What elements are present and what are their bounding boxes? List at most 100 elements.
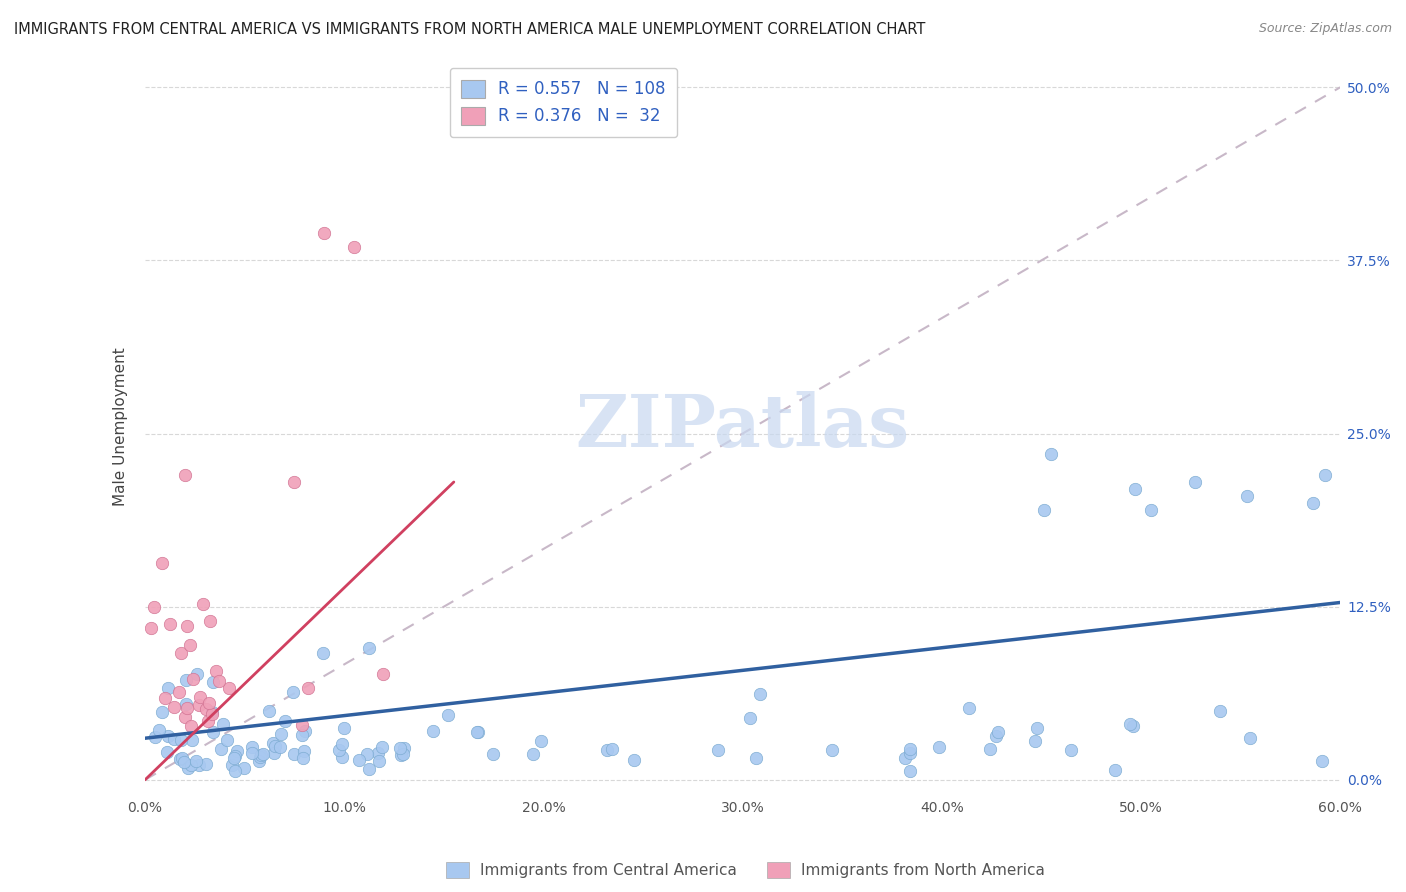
Point bbox=[281, 684, 304, 698]
Point bbox=[153, 690, 176, 705]
Point bbox=[198, 696, 221, 710]
Point bbox=[224, 764, 246, 779]
Point bbox=[269, 739, 291, 754]
Point bbox=[986, 729, 1008, 743]
Point bbox=[437, 708, 460, 723]
Point bbox=[150, 705, 173, 719]
Point bbox=[595, 743, 617, 757]
Point bbox=[247, 754, 270, 768]
Point bbox=[1239, 731, 1261, 746]
Point bbox=[176, 619, 198, 633]
Legend: Immigrants from Central America, Immigrants from North America: Immigrants from Central America, Immigra… bbox=[440, 856, 1050, 884]
Point bbox=[188, 758, 211, 772]
Point bbox=[297, 681, 319, 695]
Point bbox=[394, 740, 416, 755]
Point bbox=[250, 747, 273, 762]
Point bbox=[264, 739, 287, 753]
Point bbox=[215, 732, 238, 747]
Point bbox=[522, 747, 544, 762]
Point bbox=[188, 690, 211, 704]
Point bbox=[1060, 743, 1083, 757]
Point bbox=[221, 757, 243, 772]
Point bbox=[1315, 468, 1337, 483]
Point bbox=[201, 675, 224, 690]
Point bbox=[294, 723, 316, 738]
Point bbox=[283, 475, 305, 489]
Point bbox=[201, 706, 224, 721]
Point bbox=[467, 725, 489, 739]
Point bbox=[156, 729, 179, 743]
Point bbox=[208, 674, 231, 689]
Point bbox=[259, 704, 281, 718]
Point bbox=[270, 727, 292, 741]
Point bbox=[152, 556, 174, 570]
Point bbox=[170, 733, 193, 747]
Point bbox=[262, 736, 284, 750]
Point bbox=[749, 687, 772, 701]
Point bbox=[1104, 763, 1126, 777]
Point bbox=[367, 746, 389, 760]
Point bbox=[224, 749, 246, 764]
Point bbox=[226, 744, 249, 758]
Point bbox=[176, 701, 198, 715]
Point bbox=[263, 747, 285, 761]
Point bbox=[204, 665, 226, 679]
Point bbox=[979, 742, 1001, 756]
Point bbox=[465, 725, 488, 739]
Y-axis label: Male Unemployment: Male Unemployment bbox=[114, 347, 128, 506]
Point bbox=[159, 616, 181, 631]
Point bbox=[167, 685, 190, 699]
Point bbox=[600, 742, 623, 756]
Point bbox=[357, 763, 380, 777]
Point bbox=[198, 614, 221, 628]
Point bbox=[174, 468, 197, 483]
Point bbox=[181, 733, 204, 747]
Point bbox=[186, 666, 208, 681]
Point bbox=[222, 750, 245, 764]
Point bbox=[894, 751, 917, 765]
Point bbox=[274, 714, 297, 728]
Point bbox=[356, 747, 378, 762]
Point bbox=[212, 717, 235, 731]
Point bbox=[312, 647, 335, 661]
Point bbox=[292, 744, 315, 758]
Point bbox=[187, 698, 209, 712]
Point bbox=[176, 673, 198, 687]
Point bbox=[174, 697, 197, 711]
Point bbox=[1302, 496, 1324, 510]
Point bbox=[370, 739, 392, 754]
Point bbox=[1209, 704, 1232, 718]
Point bbox=[183, 672, 205, 686]
Point bbox=[242, 739, 264, 754]
Point bbox=[1140, 502, 1163, 516]
Point bbox=[173, 755, 195, 769]
Point bbox=[1040, 447, 1063, 461]
Point bbox=[1310, 754, 1333, 768]
Point bbox=[291, 718, 314, 732]
Point bbox=[139, 621, 162, 635]
Point bbox=[170, 646, 193, 660]
Point bbox=[371, 666, 394, 681]
Point bbox=[422, 724, 444, 739]
Point bbox=[170, 751, 193, 765]
Point bbox=[343, 239, 366, 253]
Point bbox=[197, 714, 219, 728]
Point bbox=[169, 751, 191, 765]
Point bbox=[314, 226, 336, 240]
Point bbox=[898, 742, 921, 756]
Point bbox=[820, 743, 842, 757]
Point bbox=[1236, 489, 1258, 503]
Point bbox=[530, 734, 553, 748]
Text: IMMIGRANTS FROM CENTRAL AMERICA VS IMMIGRANTS FROM NORTH AMERICA MALE UNEMPLOYME: IMMIGRANTS FROM CENTRAL AMERICA VS IMMIG… bbox=[14, 22, 925, 37]
Point bbox=[218, 681, 240, 695]
Point bbox=[1033, 502, 1056, 516]
Point bbox=[162, 700, 184, 714]
Point bbox=[156, 745, 179, 759]
Point bbox=[156, 681, 179, 696]
Point bbox=[195, 757, 218, 772]
Point bbox=[332, 721, 354, 735]
Point bbox=[292, 751, 315, 765]
Point bbox=[330, 737, 353, 751]
Point bbox=[1184, 475, 1206, 489]
Point bbox=[623, 754, 645, 768]
